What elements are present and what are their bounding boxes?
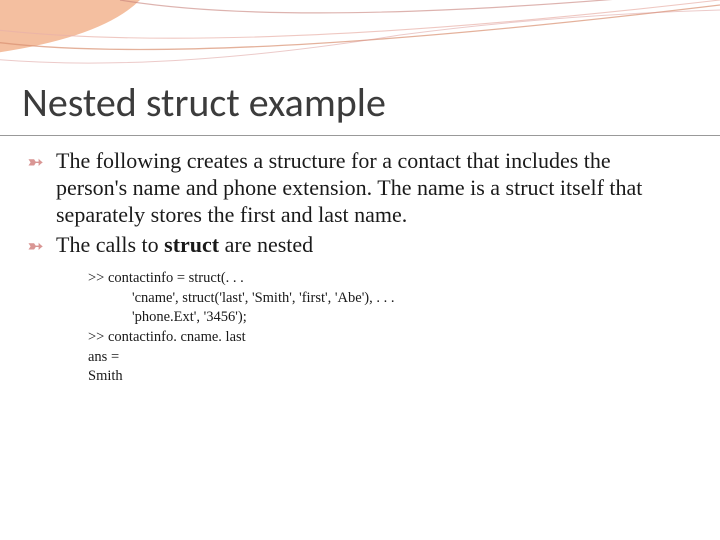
code-line: 'phone.Ext', '3456'); — [88, 308, 680, 328]
title-underline — [0, 135, 720, 136]
bullet-text-prefix: The calls to — [56, 232, 164, 257]
slide-title: Nested struct example — [22, 78, 386, 127]
bullet-text: The following creates a structure for a … — [56, 148, 642, 227]
code-line: 'cname', struct('last', 'Smith', 'first'… — [88, 289, 680, 309]
bullet-text-suffix: are nested — [219, 232, 313, 257]
bullet-item: ➳ The following creates a structure for … — [28, 148, 680, 228]
top-decoration — [0, 0, 720, 90]
code-line: >> contactinfo = struct(. . . — [88, 269, 680, 289]
slide-body: ➳ The following creates a structure for … — [28, 148, 680, 387]
swoosh-graphic — [0, 0, 720, 90]
code-block: >> contactinfo = struct(. . . 'cname', s… — [88, 269, 680, 386]
code-line: Smith — [88, 367, 680, 387]
bullet-icon: ➳ — [28, 152, 43, 174]
slide: Nested struct example ➳ The following cr… — [0, 0, 720, 540]
code-line: >> contactinfo. cname. last — [88, 328, 680, 348]
bullet-icon: ➳ — [28, 236, 43, 258]
code-line: ans = — [88, 348, 680, 368]
bullet-item: ➳ The calls to struct are nested — [28, 232, 680, 259]
bullet-text-bold: struct — [164, 232, 219, 257]
